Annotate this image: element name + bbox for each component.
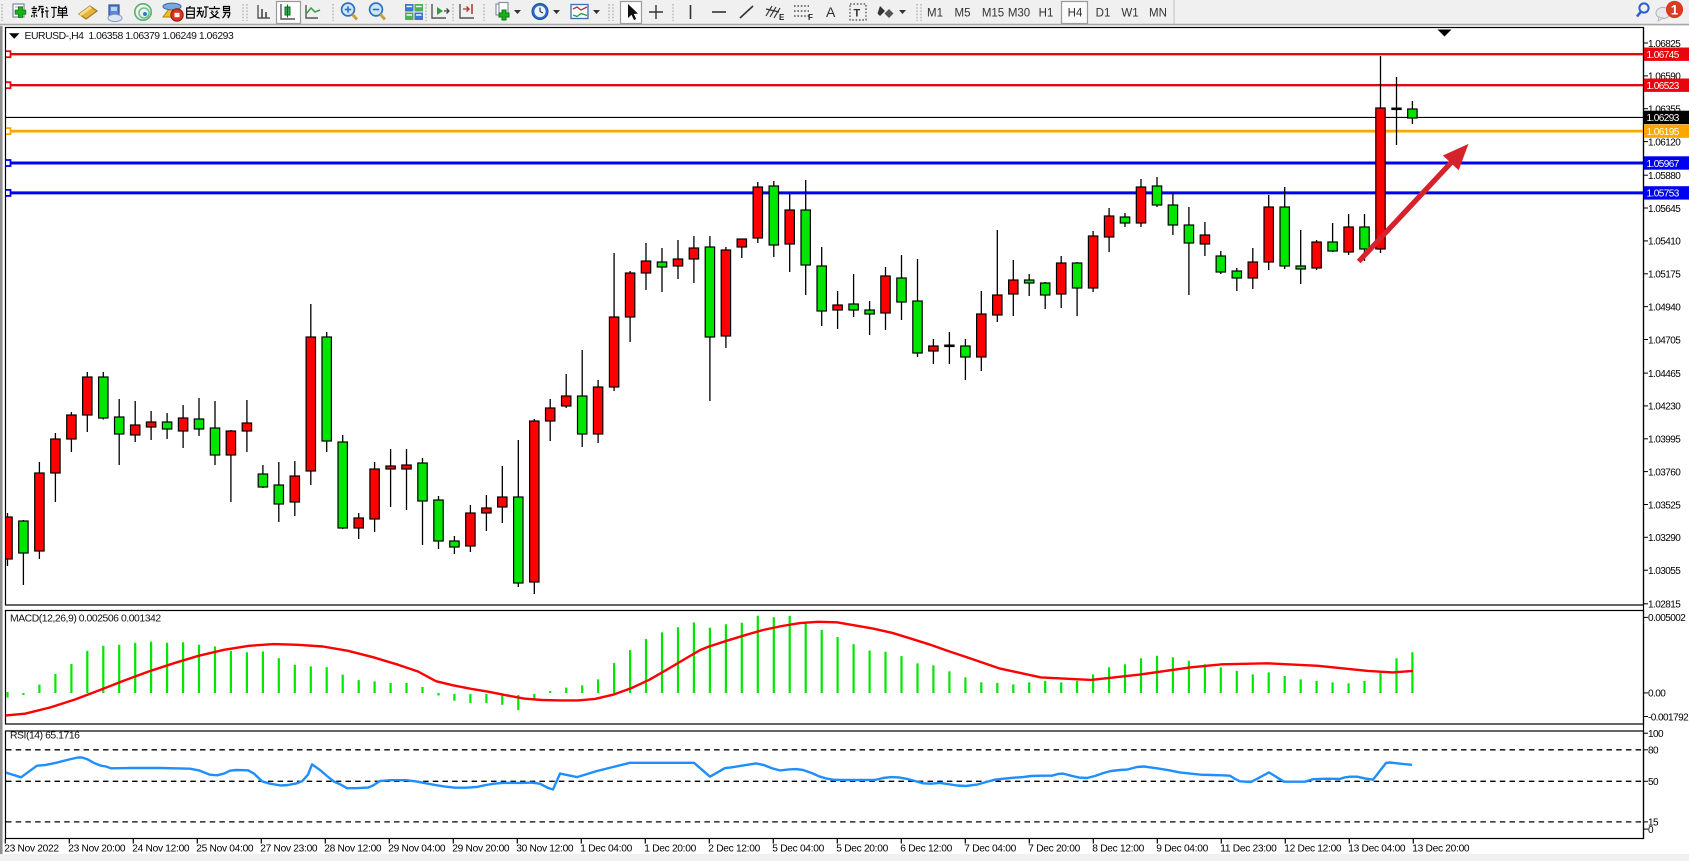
svg-text:5 Dec 20:00: 5 Dec 20:00 [836,844,888,855]
svg-text:28 Nov 12:00: 28 Nov 12:00 [324,844,382,855]
svg-text:1.06293: 1.06293 [1647,113,1680,124]
svg-text:100: 100 [1648,729,1664,740]
svg-text:1.06195: 1.06195 [1647,127,1680,138]
svg-text:1.06120: 1.06120 [1648,137,1681,148]
svg-text:6 Dec 12:00: 6 Dec 12:00 [900,844,952,855]
svg-text:23 Nov 2022: 23 Nov 2022 [4,844,59,855]
svg-text:1.03290: 1.03290 [1648,533,1681,544]
svg-text:15: 15 [1648,818,1659,829]
svg-text:1.03995: 1.03995 [1648,435,1681,446]
svg-text:0.005002: 0.005002 [1648,613,1686,624]
svg-text:1.06745: 1.06745 [1647,50,1680,61]
svg-text:EURUSD-,H4 1.06358 1.06379 1.: EURUSD-,H4 1.06358 1.06379 1.06249 1.062… [25,31,234,42]
svg-text:E: E [779,13,785,22]
svg-text:11 Dec 23:00: 11 Dec 23:00 [1220,844,1277,855]
svg-text:T: T [854,8,861,20]
svg-text:1 Dec 04:00: 1 Dec 04:00 [580,844,632,855]
svg-text:0.00: 0.00 [1648,689,1666,700]
svg-text:1.05967: 1.05967 [1647,159,1680,170]
svg-text:50: 50 [1648,777,1659,788]
svg-text:29 Nov 20:00: 29 Nov 20:00 [452,844,510,855]
svg-text:27 Nov 23:00: 27 Nov 23:00 [260,844,318,855]
svg-text:1.04230: 1.04230 [1648,402,1681,413]
svg-text:29 Nov 04:00: 29 Nov 04:00 [388,844,446,855]
svg-text:-0.001792: -0.001792 [1648,712,1689,723]
svg-text:1.06355: 1.06355 [1648,105,1681,116]
svg-text:1.03055: 1.03055 [1648,566,1681,577]
svg-text:24 Nov 12:00: 24 Nov 12:00 [132,844,190,855]
svg-text:1.05880: 1.05880 [1648,171,1681,182]
svg-text:H4: H4 [1068,8,1083,20]
svg-text:M5: M5 [955,8,971,20]
svg-text:9 Dec 04:00: 9 Dec 04:00 [1156,844,1208,855]
svg-text:7 Dec 20:00: 7 Dec 20:00 [1028,844,1080,855]
svg-text:MACD(12,26,9) 0.002506 0.00134: MACD(12,26,9) 0.002506 0.001342 [10,614,161,625]
svg-text:W1: W1 [1121,8,1138,20]
svg-text:MN: MN [1149,8,1167,20]
svg-text:M15: M15 [982,8,1004,20]
svg-text:80: 80 [1648,746,1659,757]
svg-text:A: A [826,4,836,20]
svg-text:13 Dec 04:00: 13 Dec 04:00 [1348,844,1406,855]
svg-text:1.04940: 1.04940 [1648,302,1681,313]
svg-text:1.06825: 1.06825 [1648,39,1681,50]
svg-text:1.05175: 1.05175 [1648,270,1681,281]
svg-text:1: 1 [1671,2,1679,17]
svg-text:D1: D1 [1096,8,1111,20]
svg-text:1.04465: 1.04465 [1648,369,1681,380]
svg-text:H1: H1 [1039,8,1054,20]
svg-text:1.03760: 1.03760 [1648,467,1681,478]
svg-text:7 Dec 04:00: 7 Dec 04:00 [964,844,1016,855]
svg-text:2 Dec 12:00: 2 Dec 12:00 [708,844,760,855]
svg-text:M1: M1 [927,8,943,20]
svg-text:5 Dec 04:00: 5 Dec 04:00 [772,844,824,855]
svg-text:RSI(14) 65.1716: RSI(14) 65.1716 [10,731,80,742]
svg-text:1.02815: 1.02815 [1648,600,1681,611]
svg-text:1 Dec 20:00: 1 Dec 20:00 [644,844,696,855]
svg-text:1.03525: 1.03525 [1648,500,1681,511]
svg-text:1.06590: 1.06590 [1648,72,1681,83]
svg-text:0: 0 [1648,825,1654,836]
svg-text:12 Dec 12:00: 12 Dec 12:00 [1284,844,1342,855]
svg-text:8 Dec 12:00: 8 Dec 12:00 [1092,844,1144,855]
svg-text:1.06523: 1.06523 [1647,81,1680,92]
svg-text:1.05753: 1.05753 [1647,189,1680,200]
svg-text:13 Dec 20:00: 13 Dec 20:00 [1412,844,1470,855]
svg-text:23 Nov 20:00: 23 Nov 20:00 [68,844,126,855]
svg-text:1.05645: 1.05645 [1648,204,1681,215]
svg-text:30 Nov 12:00: 30 Nov 12:00 [516,844,574,855]
svg-text:25 Nov 04:00: 25 Nov 04:00 [196,844,254,855]
svg-text:M30: M30 [1008,8,1030,20]
svg-text:F: F [808,13,813,22]
svg-text:1.04705: 1.04705 [1648,335,1681,346]
svg-text:1.05410: 1.05410 [1648,237,1681,248]
